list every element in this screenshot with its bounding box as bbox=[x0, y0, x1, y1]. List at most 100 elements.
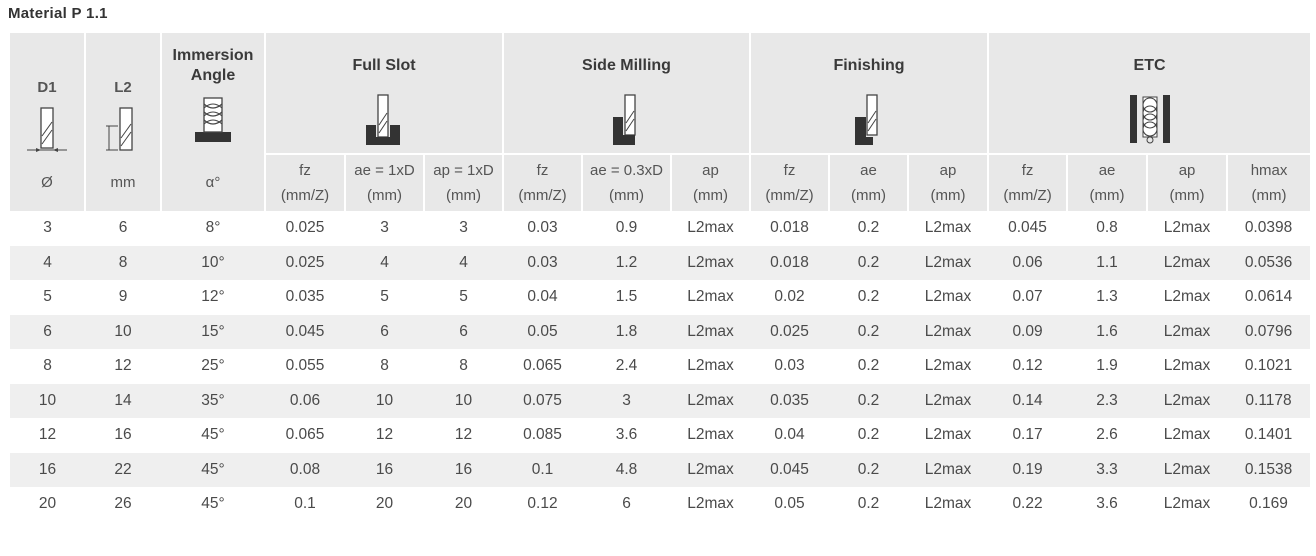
table-cell: 15° bbox=[161, 314, 265, 349]
table-cell: 0.1 bbox=[503, 452, 582, 487]
full-slot-header: Full Slot bbox=[265, 33, 504, 154]
table-cell: 3.3 bbox=[1067, 452, 1148, 487]
unit-cell: ap (mm) bbox=[908, 153, 990, 211]
table-cell: 10 bbox=[345, 383, 424, 418]
table-cell: L2max bbox=[1147, 452, 1228, 487]
table-cell: 2.3 bbox=[1067, 383, 1148, 418]
table-cell: 14 bbox=[85, 383, 161, 418]
table-cell: 35° bbox=[161, 383, 265, 418]
table-cell: 0.1178 bbox=[1227, 383, 1311, 418]
table-cell: L2max bbox=[687, 357, 734, 375]
table-cell: 0.19 bbox=[988, 452, 1068, 487]
full-slot-icon bbox=[366, 94, 400, 145]
table-cell: 0.2 bbox=[857, 219, 880, 237]
table-cell: 16 bbox=[345, 452, 424, 487]
table-cell: 1.6 bbox=[1067, 314, 1148, 349]
table-cell: 25° bbox=[201, 357, 225, 375]
table-cell: 0.0536 bbox=[1227, 245, 1311, 280]
table-cell: L2max bbox=[924, 495, 972, 513]
end-mill-diameter-icon bbox=[27, 107, 67, 152]
immersion-angle-label: Immersion Angle bbox=[172, 47, 254, 84]
table-cell: L2max bbox=[924, 426, 972, 444]
table-cell: 0.12 bbox=[527, 495, 558, 513]
table-cell: 0.1538 bbox=[1227, 452, 1311, 487]
table-cell: 0.0614 bbox=[1244, 288, 1293, 306]
table-cell: 45° bbox=[201, 495, 225, 513]
table-cell: 8 bbox=[43, 357, 52, 375]
table-cell: 0.2 bbox=[829, 383, 908, 418]
table-cell: 12 bbox=[454, 426, 473, 444]
table-cell: 1.8 bbox=[582, 314, 671, 349]
table-cell: 1.3 bbox=[1096, 288, 1118, 306]
table-cell: 0.09 bbox=[988, 314, 1068, 349]
unit-cell: ae = 1xD (mm) bbox=[345, 153, 425, 211]
table-cell: 0.02 bbox=[774, 288, 805, 306]
table-cell: 0.03 bbox=[527, 219, 558, 237]
end-mill-length-icon bbox=[106, 107, 133, 151]
finishing-icon bbox=[855, 94, 878, 145]
table-cell: L2max bbox=[1163, 357, 1211, 375]
table-cell: 3 bbox=[380, 219, 389, 237]
table-cell: 0.035 bbox=[285, 288, 325, 306]
table-cell: 6 bbox=[10, 314, 85, 349]
table-cell: 0.2 bbox=[829, 245, 908, 280]
table-cell: 6 bbox=[118, 219, 128, 237]
table-row: 16 22 45° 0.08 16 16 0.1 4.8 L2max 0.045 0.2 L2max 0… bbox=[10, 452, 1311, 487]
table-cell: L2max bbox=[924, 288, 972, 306]
table-cell: L2max bbox=[687, 426, 734, 444]
table-cell: 0.05 bbox=[774, 495, 805, 513]
table-cell: 9 bbox=[118, 288, 128, 306]
table-cell: 0.08 bbox=[265, 452, 345, 487]
table-row: 4 8 10° 0.025 4 4 0.03 1.2 L2max 0.018 0.2 L2max 0.0… bbox=[10, 245, 1311, 280]
table-cell: 0.025 bbox=[285, 219, 325, 237]
table-cell: 0.06 bbox=[988, 245, 1068, 280]
unit-cell: fz (mm/Z) bbox=[503, 153, 583, 211]
table-cell: 3.6 bbox=[1096, 495, 1118, 513]
table-cell: 20 bbox=[375, 495, 394, 513]
table-cell: L2max bbox=[1147, 245, 1228, 280]
table-cell: 3.6 bbox=[615, 426, 638, 444]
table-cell: 0.1401 bbox=[1244, 426, 1293, 444]
table-cell: 0.03 bbox=[774, 357, 805, 375]
d1-label: D1 bbox=[37, 79, 57, 96]
unit-cell: ae (mm) bbox=[829, 153, 909, 211]
table-cell: 1.2 bbox=[582, 245, 671, 280]
table-cell: 0.055 bbox=[285, 357, 325, 375]
unit-cell: ae (mm) bbox=[1067, 153, 1149, 211]
unit-cell: fz (mm/Z) bbox=[750, 153, 830, 211]
table-cell: 1.1 bbox=[1067, 245, 1148, 280]
table-cell: 5 bbox=[380, 288, 389, 306]
side-milling-icon bbox=[612, 94, 636, 145]
table-cell: 0.03 bbox=[503, 245, 582, 280]
table-cell: 0.04 bbox=[774, 426, 805, 444]
table-cell: L2max bbox=[908, 383, 989, 418]
table-cell: 4 bbox=[424, 245, 503, 280]
table-cell: 0.0796 bbox=[1227, 314, 1311, 349]
table-cell: 6 bbox=[424, 314, 503, 349]
table-cell: 0.035 bbox=[750, 383, 829, 418]
table-cell: 0.085 bbox=[523, 426, 562, 444]
etc-label: ETC bbox=[1133, 57, 1166, 74]
table-row: 12 16 45° 0.065 12 12 0.085 3.6 L2max 0.04 0.2 L2ma… bbox=[10, 418, 1310, 453]
table-cell: 0.025 bbox=[265, 245, 345, 280]
table-cell: 5 bbox=[43, 288, 52, 306]
table-cell: L2max bbox=[1163, 288, 1211, 306]
unit-cell: α° bbox=[161, 154, 266, 211]
table-cell: 0.06 bbox=[265, 383, 345, 418]
table-cell: 4 bbox=[10, 245, 85, 280]
unit-cell: fz (mm/Z) bbox=[988, 153, 1069, 211]
table-cell: L2max bbox=[1163, 495, 1211, 513]
table-cell: 4 bbox=[345, 245, 424, 280]
side-milling-label: Side Milling bbox=[582, 57, 671, 74]
table-cell: 0.9 bbox=[615, 219, 638, 237]
table-cell: 2.4 bbox=[615, 357, 638, 375]
table-cell: L2max bbox=[1163, 426, 1211, 444]
table-cell: 0.2 bbox=[857, 357, 880, 375]
table-cell: 6 bbox=[345, 314, 424, 349]
table-cell: 0.018 bbox=[750, 245, 829, 280]
table-cell: 0.1021 bbox=[1244, 357, 1293, 375]
table-cell: 10 bbox=[424, 383, 503, 418]
table-cell: 10° bbox=[161, 245, 265, 280]
table-cell: 0.2 bbox=[829, 314, 908, 349]
table-cell: L2max bbox=[1147, 383, 1228, 418]
